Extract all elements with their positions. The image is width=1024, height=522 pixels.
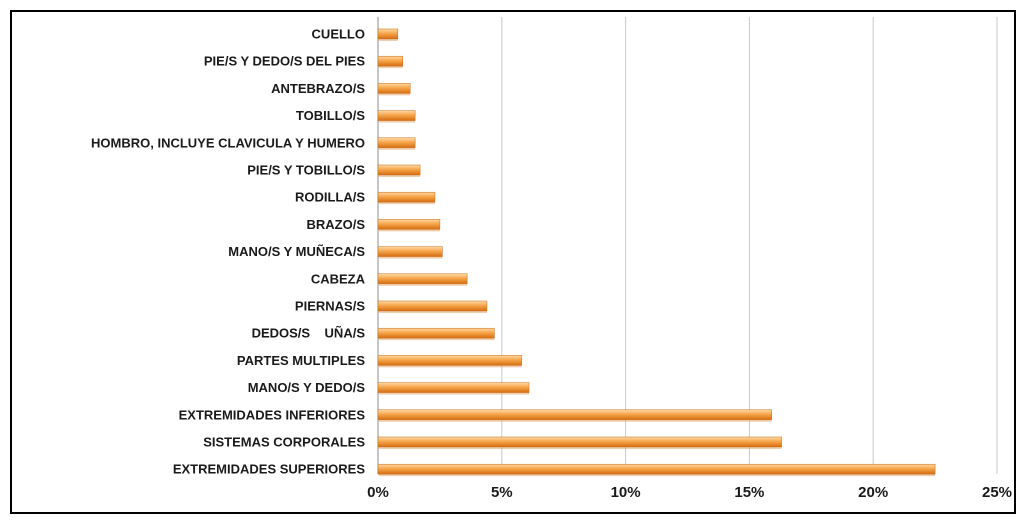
- category-label: EXTREMIDADES SUPERIORES: [173, 462, 365, 477]
- category-label: DEDOS/S UÑA/S: [252, 326, 366, 341]
- bar: [377, 327, 495, 339]
- bar: [377, 191, 436, 203]
- bar-shadow: [379, 447, 782, 449]
- bar-shadow: [379, 338, 495, 341]
- category-label: MANO/S Y MUÑECA/S: [228, 244, 365, 259]
- x-tick-label: 10%: [611, 484, 641, 501]
- bar-shadow: [379, 365, 522, 368]
- category-label: BRAZO/S: [307, 217, 366, 232]
- bar-shadow: [379, 93, 411, 96]
- bar: [377, 382, 530, 393]
- bar-shadow: [379, 229, 440, 232]
- bar-shadow: [379, 283, 468, 286]
- bar: [377, 83, 411, 94]
- bar-shadow: [379, 39, 398, 41]
- category-label: TOBILLO/S: [296, 108, 365, 123]
- bar-shadow: [379, 474, 936, 477]
- bar-shadow: [379, 147, 416, 150]
- bar-shadow: [379, 202, 435, 205]
- category-label: HOMBRO, INCLUYE CLAVICULA Y HUMERO: [91, 135, 365, 150]
- bar-shadow: [379, 66, 403, 69]
- category-label: CUELLO: [312, 27, 365, 42]
- bar: [377, 273, 468, 285]
- x-tick-label: 15%: [734, 484, 764, 501]
- category-label: PIERNAS/S: [295, 299, 365, 314]
- bar: [377, 28, 399, 40]
- category-label: SISTEMAS CORPORALES: [203, 435, 365, 450]
- bar: [377, 300, 488, 312]
- chart-frame: CUELLO PIE/S Y DEDO/S DEL PIES ANTEBRAZO/S…: [10, 10, 1016, 514]
- bar: [377, 409, 772, 421]
- bar: [377, 355, 522, 366]
- bar-shadow: [379, 311, 487, 313]
- x-tick-label: 0%: [367, 484, 389, 501]
- x-tick-label: 5%: [491, 484, 513, 501]
- bar-shadow: [379, 419, 772, 422]
- x-tick-label: 20%: [858, 484, 888, 501]
- bar: [377, 110, 416, 121]
- bar-shadow: [379, 175, 421, 177]
- bar-shadow: [379, 120, 416, 123]
- category-label: RODILLA/S: [295, 190, 365, 205]
- bar: [377, 246, 443, 257]
- bar: [377, 436, 782, 448]
- category-label: CABEZA: [311, 271, 366, 286]
- category-label: PARTES MULTIPLES: [237, 353, 365, 368]
- bar: [377, 219, 441, 230]
- category-label: PIE/S Y TOBILLO/S: [247, 163, 365, 178]
- bar: [377, 463, 936, 475]
- x-tick-label: 25%: [982, 484, 1012, 501]
- category-label: MANO/S Y DEDO/S: [248, 380, 366, 395]
- bar: [377, 137, 416, 149]
- bar: [377, 164, 421, 176]
- bar-chart: CUELLO PIE/S Y DEDO/S DEL PIES ANTEBRAZO/S…: [91, 17, 1012, 501]
- category-label: ANTEBRAZO/S: [271, 81, 365, 96]
- bar: [377, 55, 404, 67]
- bar-shadow: [379, 256, 443, 259]
- category-label: PIE/S Y DEDO/S DEL PIES: [204, 54, 365, 69]
- bar-shadow: [379, 392, 530, 395]
- category-label: EXTREMIDADES INFERIORES: [179, 407, 366, 422]
